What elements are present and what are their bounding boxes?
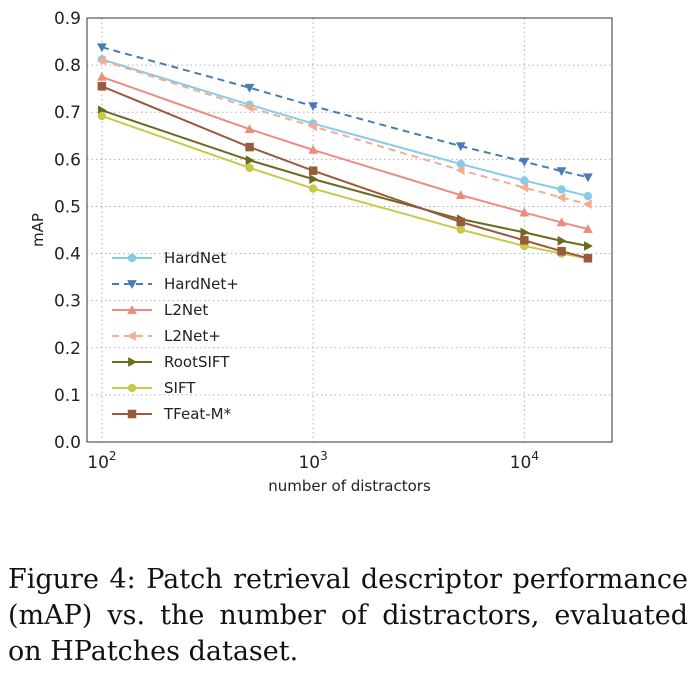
series-hardnet xyxy=(96,43,593,183)
data-point-sift xyxy=(308,184,318,193)
figure-caption: Figure 4: Patch retrieval descriptor per… xyxy=(8,564,688,667)
legend-label: L2Net+ xyxy=(164,327,221,345)
y-tick-label: 0.0 xyxy=(54,433,81,453)
y-tick-label: 0.5 xyxy=(54,197,81,217)
legend-entry-rootsift: RootSIFT xyxy=(112,353,230,371)
y-tick-label: 0.2 xyxy=(54,339,81,359)
plot-frame xyxy=(86,17,613,443)
data-point-tfeat-m xyxy=(456,217,466,227)
data-point-tfeat-m xyxy=(557,246,566,256)
chart: 0.0 0.1 0.2 0.3 0.4 0.5 0.6 0.7 0.8 0.9 102 103 104… xyxy=(29,9,613,495)
legend-label: SIFT xyxy=(164,379,196,397)
legend-entry-hardnet: HardNet+ xyxy=(112,275,239,293)
legend-entry-hardnet: HardNet xyxy=(112,249,226,267)
data-point-l2net xyxy=(556,192,566,203)
legend-label: TFeat-M* xyxy=(163,405,232,423)
data-point-rootsift xyxy=(520,227,530,238)
data-point-tfeat-m xyxy=(520,236,529,245)
data-point-rootsift xyxy=(584,241,593,251)
series-line-hardnet xyxy=(101,58,589,198)
data-point-tfeat-m xyxy=(583,254,593,263)
data-point-hardnet xyxy=(583,191,593,201)
data-point-hardnet xyxy=(519,157,530,167)
data-point-l2net xyxy=(519,182,529,193)
data-point-tfeat-m xyxy=(245,142,254,152)
data-point-l2net xyxy=(308,121,317,132)
data-point-l2net xyxy=(455,165,465,176)
data-point-hardnet xyxy=(455,142,466,152)
legend-entry-tfeat-m: TFeat-M* xyxy=(112,405,232,423)
data-point-l2net xyxy=(308,144,319,154)
data-point-hardnet xyxy=(557,185,566,194)
legend-marker xyxy=(127,304,137,314)
data-point-hardnet xyxy=(556,167,567,177)
x-tick-label: 102 xyxy=(87,449,116,473)
data-point-tfeat-m xyxy=(308,166,318,175)
data-point-l2net xyxy=(582,199,592,210)
y-axis: 0.0 0.1 0.2 0.3 0.4 0.5 0.6 0.7 0.8 0.9 xyxy=(54,9,81,453)
legend-label: L2Net xyxy=(164,301,208,319)
data-point-l2net xyxy=(455,190,466,199)
series-tfeat-m xyxy=(97,82,593,263)
data-point-hardnet xyxy=(583,173,593,183)
data-point-l2net xyxy=(96,71,107,81)
x-axis-label: number of distractors xyxy=(268,477,431,495)
y-tick-label: 0.9 xyxy=(54,9,81,29)
data-point-hardnet xyxy=(520,176,529,185)
data-point-hardnet xyxy=(308,102,319,112)
series-group xyxy=(96,43,593,263)
legend-marker xyxy=(127,253,137,263)
legend-label: HardNet xyxy=(164,249,226,267)
legend-marker xyxy=(128,357,138,367)
y-tick-label: 0.3 xyxy=(54,292,81,312)
data-point-hardnet xyxy=(96,43,107,53)
data-point-sift xyxy=(97,111,107,121)
data-point-rootsift xyxy=(309,174,319,185)
legend-marker xyxy=(127,383,137,393)
data-point-rootsift xyxy=(245,155,255,166)
legend-marker xyxy=(127,280,137,290)
data-point-l2net xyxy=(96,55,106,66)
series-hardnet xyxy=(97,55,593,201)
y-tick-label: 0.6 xyxy=(54,150,81,170)
data-point-sift xyxy=(456,225,466,234)
data-point-tfeat-m xyxy=(97,82,107,91)
legend-label: HardNet+ xyxy=(164,275,239,293)
legend-entry-l2net: L2Net+ xyxy=(112,327,221,345)
y-tick-label: 0.7 xyxy=(54,103,81,123)
legend: HardNet HardNet+ L2Net L2Net+ RootSIFT SIFT TF… xyxy=(112,249,239,423)
data-point-l2net xyxy=(244,102,254,113)
legend-marker xyxy=(127,409,137,419)
data-point-sift xyxy=(245,163,254,173)
legend-marker xyxy=(126,331,136,341)
x-axis: 102 103 104 xyxy=(87,449,539,473)
y-tick-label: 0.4 xyxy=(54,245,81,265)
series-l2net xyxy=(96,71,593,233)
data-point-l2net xyxy=(583,224,593,233)
data-point-l2net xyxy=(556,217,567,227)
legend-entry-l2net: L2Net xyxy=(112,301,208,319)
x-tick-label: 103 xyxy=(298,449,327,473)
legend-entry-sift: SIFT xyxy=(112,379,196,397)
data-point-hardnet xyxy=(244,83,255,93)
y-tick-label: 0.8 xyxy=(54,56,81,76)
series-l2net xyxy=(96,55,592,210)
data-point-l2net xyxy=(519,207,530,217)
data-point-rootsift xyxy=(557,235,567,246)
x-tick-label: 104 xyxy=(510,449,539,473)
y-axis-label: mAP xyxy=(29,213,47,247)
y-tick-label: 0.1 xyxy=(54,386,81,406)
legend-label: RootSIFT xyxy=(164,353,230,371)
data-point-l2net xyxy=(244,124,255,134)
